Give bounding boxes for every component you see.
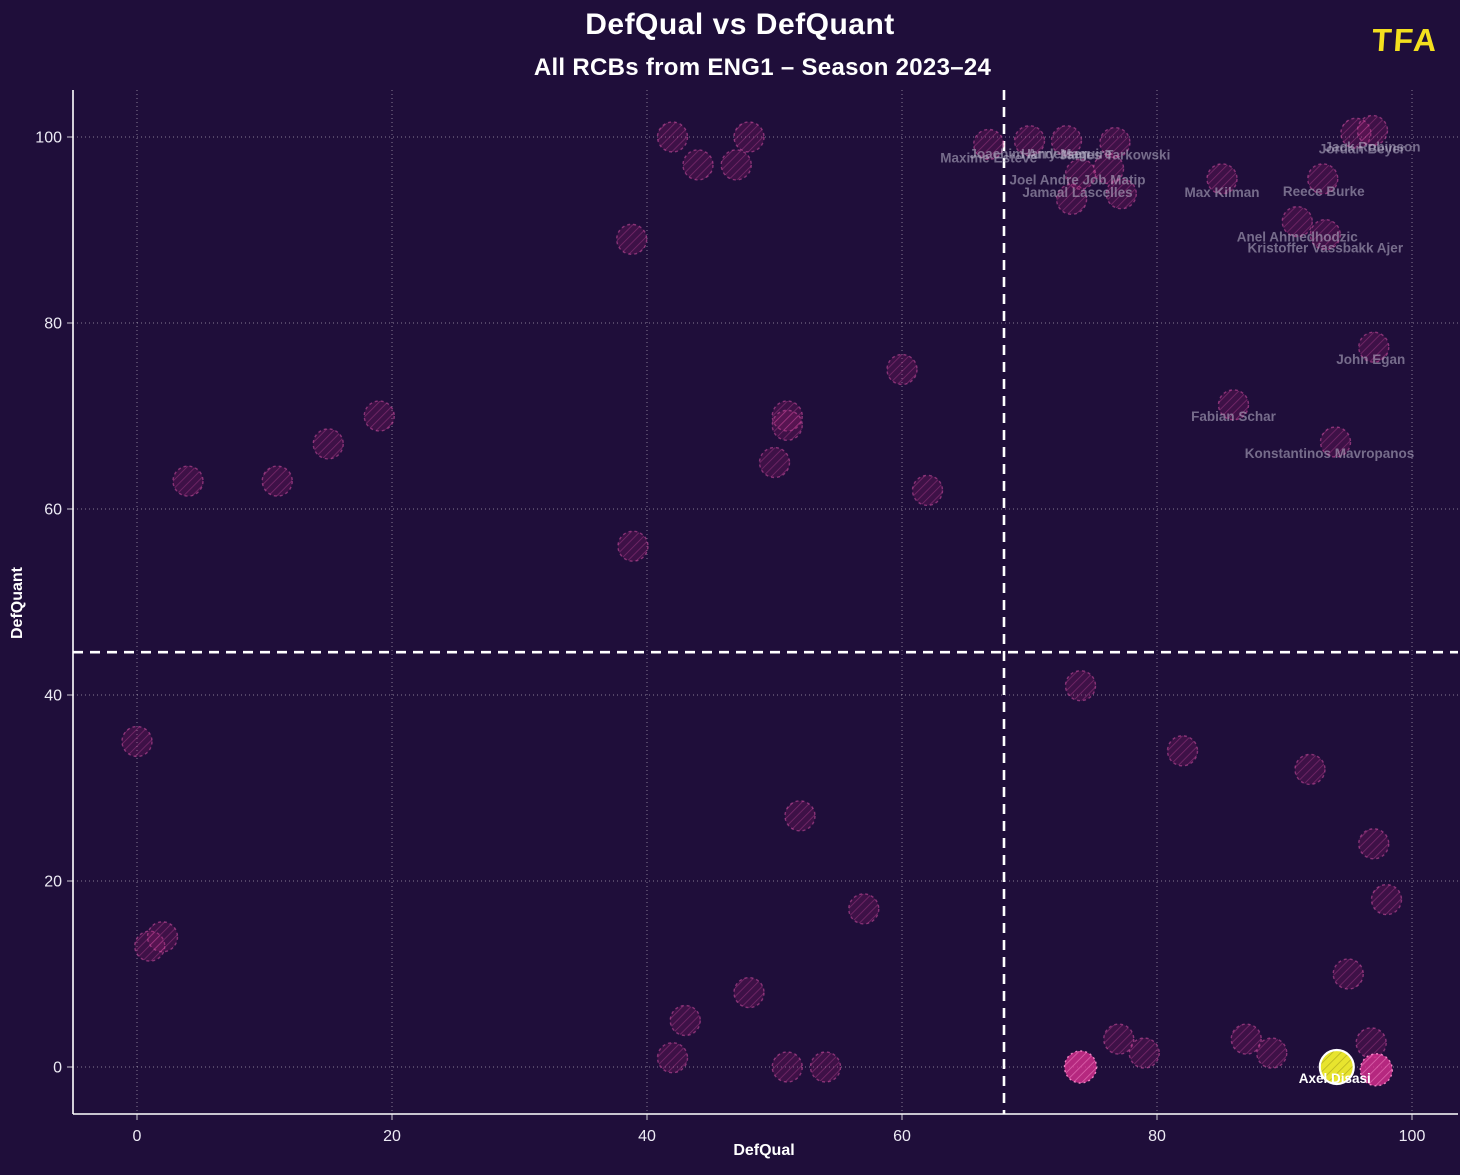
- x-tick-label: 60: [893, 1128, 911, 1145]
- x-tick-label: 100: [1399, 1128, 1426, 1145]
- data-point-hatch: [617, 530, 649, 562]
- data-point-hatch: [848, 893, 880, 925]
- data-point-hatch: [1092, 152, 1125, 185]
- data-point-hatch: [1217, 389, 1250, 421]
- player-label: Reece Burke: [1283, 184, 1365, 199]
- data-point-hatch: [121, 725, 153, 758]
- data-point-hatch: [261, 465, 293, 497]
- data-point-hatch: [1359, 1053, 1394, 1087]
- data-point-hatch: [1318, 1048, 1355, 1086]
- data-point-hatch: [1166, 735, 1199, 767]
- data-point-hatch: [363, 400, 395, 432]
- data-point-hatch: [911, 474, 944, 507]
- player-label: Kristoffer Vassbakk Ajer: [1248, 241, 1404, 256]
- data-point-hatch: [1103, 1023, 1135, 1055]
- data-point-hatch: [656, 121, 689, 153]
- data-point-hatch: [1064, 670, 1097, 702]
- data-point-hatch: [312, 428, 344, 460]
- player-label: Konstantinos Mavropanos: [1245, 446, 1415, 461]
- player-label: James Tarkowski: [1060, 148, 1171, 163]
- player-label: Fabian Schar: [1191, 409, 1277, 424]
- player-label: John Egan: [1336, 352, 1405, 367]
- data-point-hatch: [784, 800, 816, 832]
- data-point-hatch: [616, 223, 648, 256]
- x-tick-label: 0: [133, 1128, 142, 1145]
- data-point-hatch: [1307, 163, 1339, 195]
- x-tick-label: 80: [1148, 1128, 1166, 1145]
- data-point-hatch: [720, 149, 752, 181]
- data-point-hatch: [669, 1004, 701, 1037]
- data-point-hatch: [1281, 205, 1313, 238]
- x-tick-label: 20: [383, 1128, 401, 1145]
- data-point-hatch: [733, 121, 765, 153]
- data-point-hatch: [758, 446, 791, 479]
- data-point-hatch: [1355, 1027, 1387, 1059]
- data-point-hatch: [1050, 125, 1083, 157]
- data-point-hatch: [771, 1051, 803, 1083]
- y-tick-label: 80: [44, 316, 62, 333]
- player-label: Harry Maguire: [1021, 147, 1112, 162]
- y-tick-label: 60: [44, 502, 62, 519]
- data-point-hatch: [1063, 1050, 1098, 1084]
- data-point-hatch: [1128, 1037, 1160, 1069]
- data-point-hatch: [1230, 1023, 1262, 1055]
- data-point-hatch: [682, 149, 714, 181]
- player-label: Jamaal Lascelles: [1022, 185, 1132, 200]
- chart-title: DefQual vs DefQuant: [585, 8, 895, 41]
- data-point-hatch: [733, 976, 765, 1009]
- data-point-hatch: [1055, 183, 1088, 216]
- data-point-hatch: [1309, 218, 1342, 251]
- x-tick-label: 40: [638, 1128, 656, 1145]
- y-tick-label: 0: [53, 1060, 62, 1077]
- data-point-hatch: [1319, 426, 1352, 458]
- player-label: Joel Andre Job Matip: [1010, 173, 1146, 188]
- y-tick-label: 40: [44, 688, 62, 705]
- data-point-hatch: [886, 353, 918, 386]
- data-point-hatch: [1064, 158, 1097, 190]
- data-point-hatch: [1358, 828, 1390, 860]
- player-label: Maxime Esteve: [940, 150, 1037, 165]
- player-label: Anel Ahmedhodzic: [1237, 230, 1358, 245]
- data-point-hatch: [1105, 178, 1138, 210]
- data-point-hatch: [1294, 753, 1326, 786]
- data-point-hatch: [172, 465, 204, 497]
- x-axis-label: DefQual: [733, 1142, 795, 1159]
- data-point-hatch: [1256, 1037, 1288, 1069]
- data-point-hatch: [146, 921, 179, 953]
- data-point-hatch: [1356, 114, 1389, 147]
- data-point-hatch: [656, 1041, 689, 1074]
- y-axis-label: DefQuant: [9, 567, 26, 639]
- data-point-hatch: [1332, 958, 1364, 990]
- data-point-hatch: [1358, 331, 1390, 363]
- chart-subtitle: All RCBs from ENG1 – Season 2023–24: [533, 54, 992, 81]
- y-tick-label: 20: [44, 874, 62, 891]
- player-label: Jack Robinson: [1324, 139, 1420, 154]
- data-point-hatch: [1370, 883, 1403, 916]
- data-point-hatch: [771, 409, 803, 441]
- data-point-hatch: [809, 1051, 842, 1083]
- data-point-hatch: [1099, 126, 1131, 159]
- player-label: Axel Disasi: [1299, 1071, 1371, 1086]
- data-point-hatch: [1206, 163, 1238, 195]
- player-label: Jordan Beyer: [1319, 141, 1406, 156]
- data-point-hatch: [973, 128, 1005, 161]
- data-point-hatch: [1013, 125, 1046, 157]
- y-tick-label: 100: [35, 130, 62, 147]
- player-label: Joachim Andersen: [969, 147, 1089, 162]
- player-label: Max Kilman: [1185, 185, 1260, 200]
